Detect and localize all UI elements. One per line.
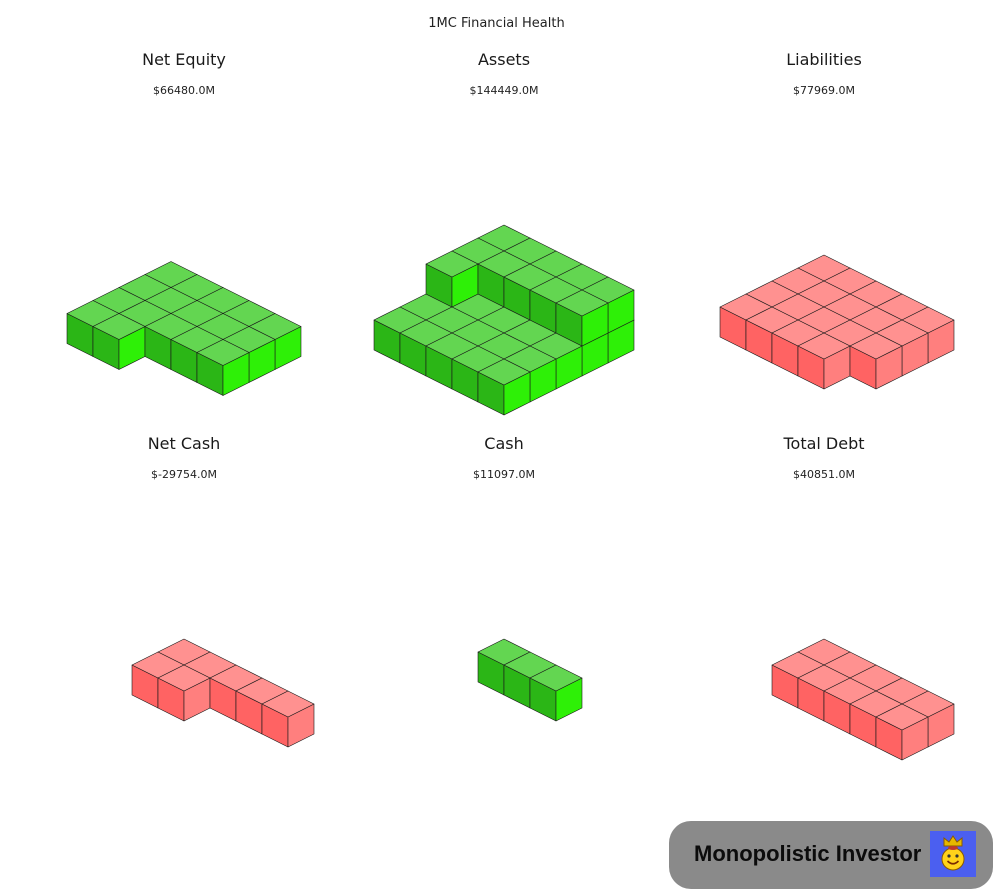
cube-block xyxy=(849,332,903,390)
panel-value: $-29754.0M xyxy=(151,468,217,481)
cube-block xyxy=(261,690,315,748)
panel-title: Net Equity xyxy=(142,50,226,69)
panel-title: Assets xyxy=(477,50,531,69)
panel-title: Cash xyxy=(484,434,524,453)
cube-block xyxy=(797,332,851,390)
panel-value: $77969.0M xyxy=(793,84,855,97)
page-title: 1MC Financial Health xyxy=(428,16,565,31)
brand-name: Monopolistic Investor xyxy=(694,841,922,866)
cube-block xyxy=(477,358,531,416)
cube-stack-chart xyxy=(131,638,315,748)
cube-stack-chart xyxy=(373,224,635,416)
panel-title: Net Cash xyxy=(147,434,221,453)
cube-block xyxy=(196,339,250,396)
cube-stack-chart xyxy=(771,638,955,761)
cube-block xyxy=(875,703,929,761)
panel-value: $66480.0M xyxy=(153,84,215,97)
panel-title: Total Debt xyxy=(783,434,865,453)
cube-block xyxy=(157,664,211,722)
smiling-king-icon xyxy=(930,831,976,877)
cube-block xyxy=(555,289,609,347)
cube-stack-chart xyxy=(66,261,302,396)
cube-block xyxy=(425,250,479,308)
panel-value: $40851.0M xyxy=(793,468,855,481)
cube-block xyxy=(529,664,583,722)
panel-value: $144449.0M xyxy=(469,84,539,97)
brand-badge[interactable]: Monopolistic Investor xyxy=(669,821,993,889)
panel-value: $11097.0M xyxy=(473,468,535,481)
panel-title: Liabilities xyxy=(786,50,862,69)
cube-block xyxy=(92,313,146,370)
cube-stack-chart xyxy=(477,638,583,722)
cube-stack-chart xyxy=(719,254,955,390)
